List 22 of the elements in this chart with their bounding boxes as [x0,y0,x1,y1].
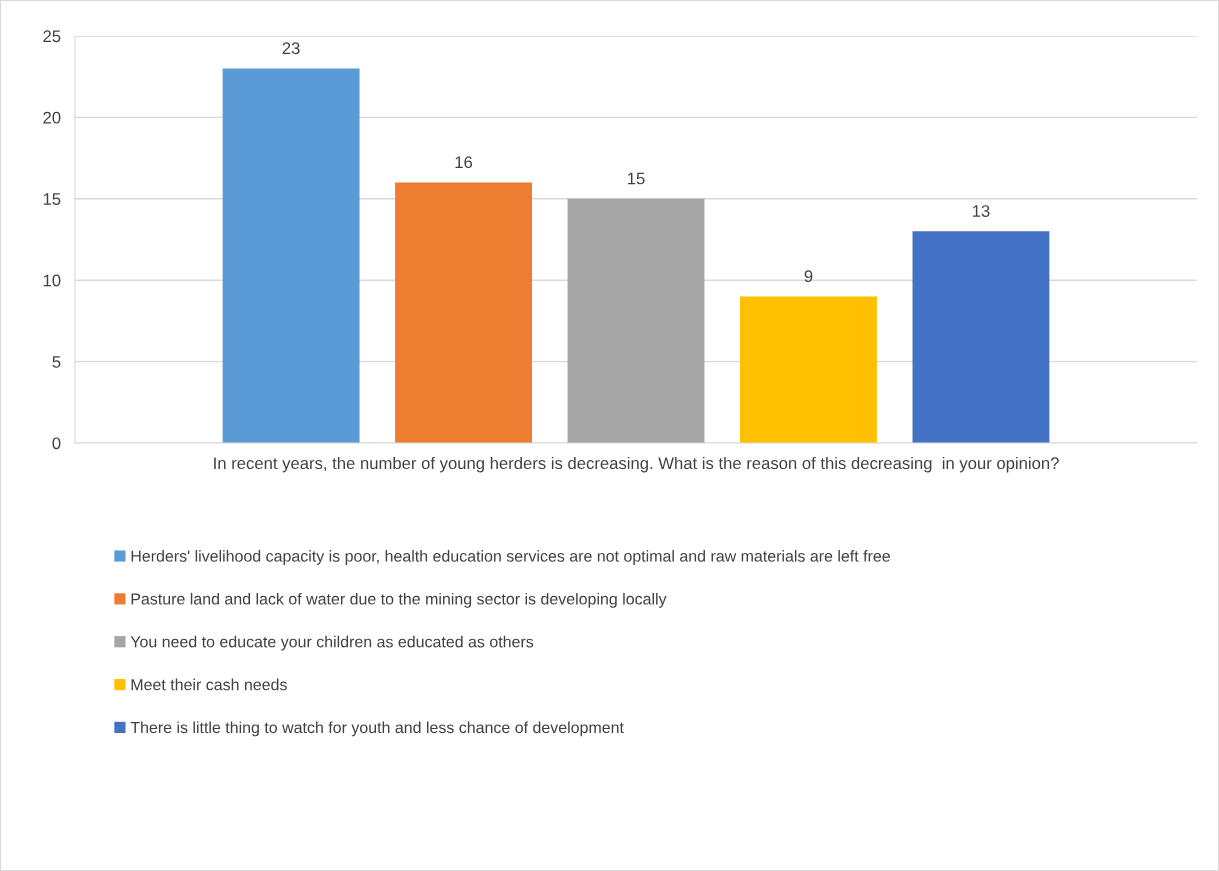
legend-label: You need to educate your children as educated as others [130,635,534,651]
y-tick-label: 5 [52,356,61,368]
data-label: 15 [628,172,645,185]
x-tick-label: In recent years, the number of young herders is decreasing. What is the reason of this decreasing in your opinion? [214,456,1059,473]
y-tick-label: 15 [43,193,61,205]
legend-label: Pasture land and lack of water due to the mining sector is developing locally [131,592,667,608]
y-tick-label: 0 [52,437,61,450]
data-label: 23 [282,42,300,55]
bar [912,231,1050,443]
bar [567,198,705,443]
legend-label: Meet their cash needs [131,678,287,691]
bar [740,296,877,443]
legend-label: Herders' livelihood capacity is poor, health education services are not optimal and raw materials are left free [131,550,890,565]
data-label: 13 [972,205,990,217]
data-label: 16 [455,156,473,169]
y-tick-label: 10 [43,274,61,287]
legend-label: There is little thing to watch for youth and less chance of development [130,721,624,737]
y-tick-label: 20 [43,111,61,124]
data-label: 9 [804,270,813,283]
bar [395,182,532,443]
y-tick-label: 25 [43,30,61,43]
bar [222,68,360,443]
